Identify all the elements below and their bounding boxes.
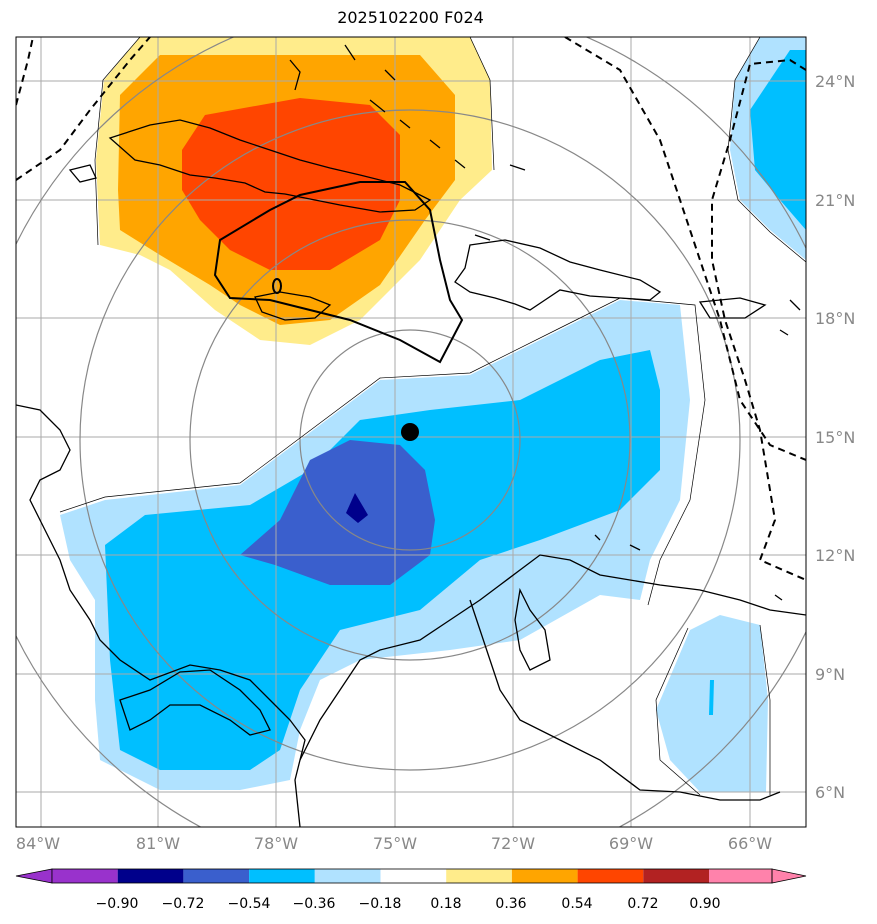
lon-label: 66°W	[728, 834, 772, 853]
negative-darkblue-region	[240, 440, 435, 585]
colorbar-tick-label: 0.18	[430, 896, 461, 912]
hispaniola-coast	[454, 239, 662, 311]
latitude-labels: 24°N 21°N 18°N 15°N 12°N 9°N 6°N	[815, 72, 855, 802]
negative-navy-region	[346, 493, 368, 523]
lat-label: 6°N	[815, 783, 845, 802]
lon-label: 75°W	[373, 834, 417, 853]
puerto-rico-coast	[698, 297, 767, 319]
dashed-contours	[16, 37, 806, 581]
lon-label: 72°W	[491, 834, 535, 853]
colorbar-tick-label: −0.72	[162, 896, 205, 912]
venezuela-inland	[469, 599, 781, 801]
bahamas-coast	[289, 44, 466, 169]
colorbar-segment	[577, 869, 644, 883]
colorbar-high-extend	[771, 868, 807, 884]
small-islands	[68, 164, 526, 241]
lon-label: 78°W	[254, 834, 298, 853]
ne-blue-region	[750, 50, 806, 230]
colorbar-segment	[380, 869, 447, 883]
colorbar-segment	[183, 869, 250, 883]
colorbar-tick-label: −0.18	[359, 896, 402, 912]
colorbar-frame	[51, 868, 773, 884]
positive-redorange-region	[182, 98, 400, 270]
lat-label: 15°N	[815, 428, 855, 447]
colorbar-tick-label: 0.90	[689, 896, 720, 912]
lat-label: 9°N	[815, 665, 845, 684]
map-title: 2025102200 F024	[337, 8, 484, 27]
range-rings	[16, 37, 806, 827]
jamaica-coast	[254, 291, 332, 321]
central-america-coast	[16, 404, 306, 827]
colorbar-segment	[511, 869, 578, 883]
colorbar-tick-label: 0.36	[495, 896, 526, 912]
lat-label: 21°N	[815, 191, 855, 210]
colorbar-segment	[709, 869, 772, 883]
shading-layer	[60, 37, 806, 792]
colorbar-tick-labels: −0.90 −0.72 −0.54 −0.36 −0.18 0.18 0.36 …	[96, 896, 721, 912]
colorbar-tick-label: 0.54	[561, 896, 592, 912]
colorbar-segment	[446, 869, 512, 883]
colorbar-tick-label: −0.36	[293, 896, 336, 912]
lat-label: 18°N	[815, 309, 855, 328]
colorbar-segment	[643, 869, 709, 883]
lon-label: 84°W	[16, 834, 60, 853]
colorbar-segment	[52, 869, 118, 883]
colorbar-low-extend	[15, 868, 53, 884]
guajira-peninsula	[514, 587, 551, 671]
south-america-coast	[299, 554, 806, 761]
colorbar-tick-label: 0.72	[627, 896, 658, 912]
graticule	[16, 37, 806, 827]
colorbar-segment	[314, 869, 381, 883]
storm-center-marker	[401, 423, 419, 441]
lat-label: 24°N	[815, 72, 855, 91]
colorbar-tick-label: −0.54	[228, 896, 271, 912]
panama-coast	[119, 669, 271, 736]
map-frame	[15, 36, 807, 828]
lesser-antilles	[594, 299, 801, 601]
colorbar-segment	[249, 869, 315, 883]
coastlines	[16, 44, 806, 827]
lon-label: 81°W	[136, 834, 180, 853]
cuba-coast	[108, 119, 432, 213]
colorbar-tick-label: −0.90	[96, 896, 139, 912]
lon-label: 69°W	[609, 834, 653, 853]
colorbar-segment	[117, 869, 184, 883]
longitude-labels: 84°W 81°W 78°W 75°W 72°W 69°W 66°W	[16, 834, 772, 853]
colorbar: −0.90 −0.72 −0.54 −0.36 −0.18 0.18 0.36 …	[15, 868, 807, 912]
map-area	[16, 37, 806, 827]
thin-contours	[59, 37, 806, 796]
se-blue-sliver	[709, 680, 714, 715]
lat-label: 12°N	[815, 546, 855, 565]
